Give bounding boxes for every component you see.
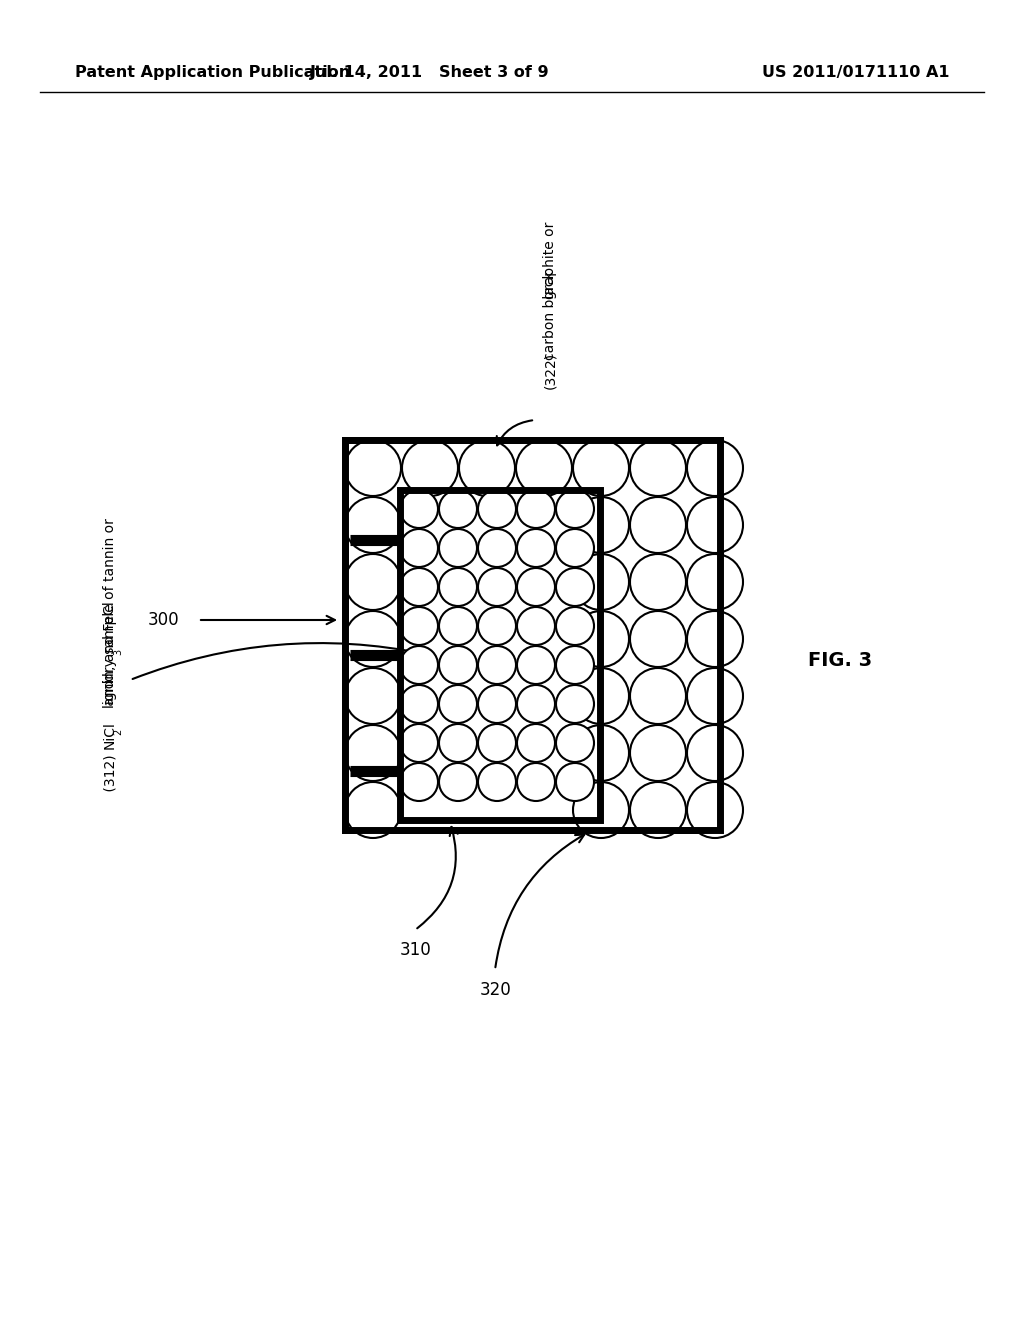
Circle shape bbox=[400, 529, 438, 568]
Bar bbox=[345, 440, 720, 830]
Circle shape bbox=[459, 440, 515, 496]
Circle shape bbox=[630, 668, 686, 723]
Circle shape bbox=[478, 490, 516, 528]
Circle shape bbox=[556, 645, 594, 684]
Circle shape bbox=[478, 529, 516, 568]
Circle shape bbox=[517, 723, 555, 762]
Circle shape bbox=[345, 554, 401, 610]
Circle shape bbox=[556, 763, 594, 801]
Circle shape bbox=[556, 685, 594, 723]
Circle shape bbox=[517, 763, 555, 801]
Circle shape bbox=[687, 668, 743, 723]
Circle shape bbox=[400, 607, 438, 645]
Text: (312): (312) bbox=[103, 754, 117, 796]
Circle shape bbox=[478, 568, 516, 606]
Circle shape bbox=[573, 554, 629, 610]
Circle shape bbox=[630, 498, 686, 553]
Text: 2: 2 bbox=[113, 729, 123, 735]
Circle shape bbox=[517, 568, 555, 606]
Text: 310: 310 bbox=[400, 941, 432, 960]
Text: graphite or: graphite or bbox=[543, 222, 557, 298]
Circle shape bbox=[556, 490, 594, 528]
Circle shape bbox=[573, 781, 629, 838]
Text: 320: 320 bbox=[480, 981, 512, 999]
Circle shape bbox=[345, 668, 401, 723]
Circle shape bbox=[439, 645, 477, 684]
Circle shape bbox=[345, 498, 401, 553]
Circle shape bbox=[478, 685, 516, 723]
Circle shape bbox=[687, 781, 743, 838]
Circle shape bbox=[400, 723, 438, 762]
Circle shape bbox=[400, 645, 438, 684]
Text: NiCl: NiCl bbox=[103, 721, 117, 748]
Circle shape bbox=[439, 490, 477, 528]
Circle shape bbox=[439, 685, 477, 723]
Text: (322): (322) bbox=[543, 351, 557, 388]
Circle shape bbox=[517, 490, 555, 528]
Text: 300: 300 bbox=[148, 611, 179, 630]
Circle shape bbox=[345, 725, 401, 781]
Text: Jul. 14, 2011   Sheet 3 of 9: Jul. 14, 2011 Sheet 3 of 9 bbox=[310, 66, 550, 81]
Circle shape bbox=[478, 607, 516, 645]
Circle shape bbox=[573, 611, 629, 667]
Circle shape bbox=[630, 725, 686, 781]
Circle shape bbox=[516, 440, 572, 496]
Bar bbox=[400, 490, 600, 820]
Circle shape bbox=[439, 763, 477, 801]
Circle shape bbox=[345, 611, 401, 667]
Circle shape bbox=[687, 498, 743, 553]
Text: and: and bbox=[103, 680, 117, 710]
Text: US 2011/0171110 A1: US 2011/0171110 A1 bbox=[763, 66, 950, 81]
Circle shape bbox=[400, 490, 438, 528]
Text: lignin, and FeCl: lignin, and FeCl bbox=[103, 602, 117, 709]
Circle shape bbox=[517, 685, 555, 723]
Circle shape bbox=[687, 554, 743, 610]
Circle shape bbox=[400, 763, 438, 801]
Circle shape bbox=[517, 529, 555, 568]
Text: 3: 3 bbox=[113, 649, 123, 655]
Circle shape bbox=[573, 725, 629, 781]
Circle shape bbox=[517, 607, 555, 645]
Circle shape bbox=[630, 440, 686, 496]
Circle shape bbox=[630, 611, 686, 667]
Circle shape bbox=[556, 723, 594, 762]
Circle shape bbox=[573, 498, 629, 553]
Circle shape bbox=[478, 723, 516, 762]
Bar bbox=[345, 440, 720, 830]
Circle shape bbox=[517, 645, 555, 684]
Circle shape bbox=[478, 763, 516, 801]
Circle shape bbox=[345, 440, 401, 496]
Circle shape bbox=[556, 607, 594, 645]
Circle shape bbox=[687, 611, 743, 667]
Circle shape bbox=[556, 529, 594, 568]
Circle shape bbox=[478, 645, 516, 684]
Circle shape bbox=[556, 568, 594, 606]
Circle shape bbox=[687, 440, 743, 496]
Circle shape bbox=[439, 568, 477, 606]
Circle shape bbox=[630, 781, 686, 838]
Circle shape bbox=[687, 725, 743, 781]
Circle shape bbox=[400, 685, 438, 723]
Text: carbon black: carbon black bbox=[543, 271, 557, 360]
Text: dry sample of tannin or: dry sample of tannin or bbox=[103, 519, 117, 681]
Circle shape bbox=[402, 440, 458, 496]
Circle shape bbox=[439, 723, 477, 762]
Text: Patent Application Publication: Patent Application Publication bbox=[75, 66, 350, 81]
Circle shape bbox=[573, 668, 629, 723]
Circle shape bbox=[439, 607, 477, 645]
Circle shape bbox=[439, 529, 477, 568]
Text: FIG. 3: FIG. 3 bbox=[808, 651, 872, 669]
Circle shape bbox=[345, 781, 401, 838]
Circle shape bbox=[400, 568, 438, 606]
Circle shape bbox=[573, 440, 629, 496]
Circle shape bbox=[630, 554, 686, 610]
